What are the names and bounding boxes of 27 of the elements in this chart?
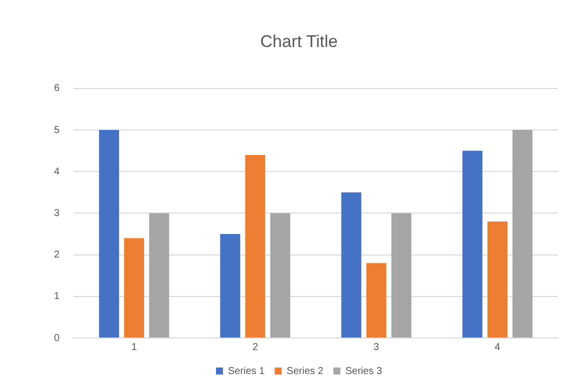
y-tick-label: 1 <box>54 291 60 302</box>
y-tick-label: 3 <box>54 208 60 219</box>
bar <box>512 130 532 338</box>
bar <box>341 192 362 338</box>
y-tick-label: 2 <box>54 250 60 261</box>
bar <box>149 213 170 338</box>
x-tick-label: 3 <box>374 342 380 353</box>
legend-label: Series 3 <box>345 366 382 377</box>
y-tick-label: 5 <box>54 124 60 136</box>
bar <box>99 130 120 338</box>
x-tick-label: 1 <box>131 342 138 353</box>
bar <box>462 150 482 338</box>
y-tick-label: 0 <box>54 332 60 344</box>
legend-label: Series 2 <box>286 366 324 377</box>
x-tick-label: 2 <box>252 342 258 353</box>
chart-title: Chart Title <box>260 32 338 51</box>
bar <box>391 213 412 338</box>
x-tick-label: 4 <box>494 342 501 353</box>
y-tick-label: 4 <box>54 166 60 178</box>
bar <box>245 154 266 338</box>
bar <box>220 234 240 338</box>
bar <box>270 213 290 338</box>
bar <box>124 238 144 338</box>
legend-label: Series 1 <box>228 366 266 377</box>
bar <box>366 263 386 338</box>
bar <box>487 222 508 338</box>
y-tick-label: 6 <box>54 83 60 94</box>
